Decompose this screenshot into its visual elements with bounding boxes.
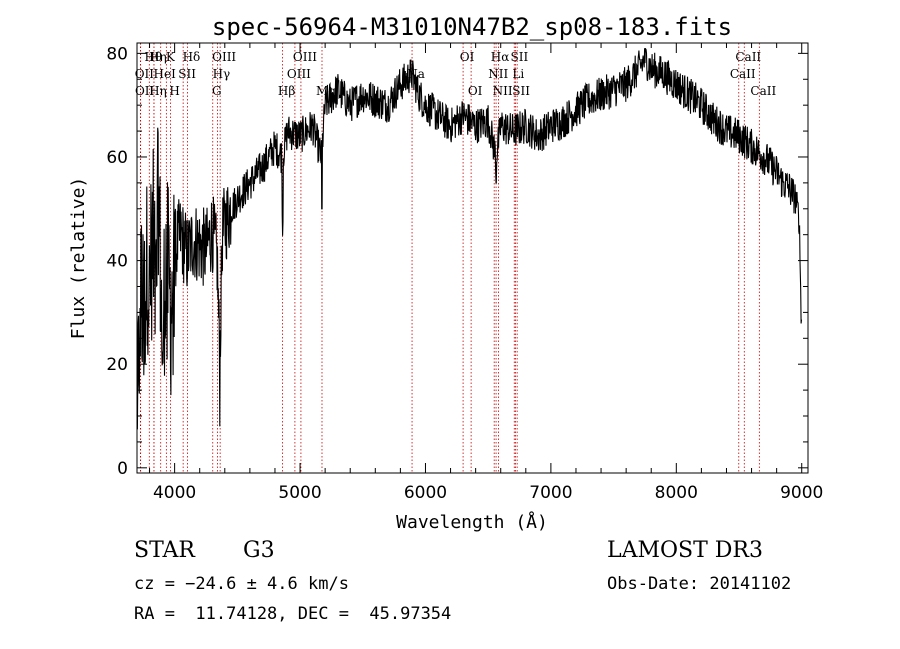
chart-title: spec-56964-M31010N47B2_sp08-183.fits <box>212 13 732 41</box>
line-marker-label: G <box>212 84 222 98</box>
line-marker-label: H <box>169 84 179 98</box>
survey-label: LAMOST DR3 <box>607 538 763 563</box>
line-marker-label: OII <box>135 84 155 98</box>
line-marker-label: OII <box>135 67 155 81</box>
line-marker-label: HeI <box>154 67 177 81</box>
object-subclass: G3 <box>243 538 275 563</box>
line-marker-label: OI <box>460 50 475 64</box>
y-tick-label: 40 <box>106 252 128 272</box>
x-tick-label: 4000 <box>153 483 196 503</box>
spectrum-line <box>136 47 803 430</box>
y-tick-label: 60 <box>106 148 128 168</box>
line-marker-label: Hβ <box>278 84 295 98</box>
line-marker-label: SII <box>511 50 529 64</box>
x-tick-label: 6000 <box>404 483 447 503</box>
line-marker-label: K <box>166 50 176 64</box>
coordinates-text: RA = 11.74128, DEC = 45.97354 <box>134 604 452 624</box>
line-marker-label: SII <box>512 84 530 98</box>
x-axis: 4000 5000 6000 7000 8000 9000 <box>149 43 823 503</box>
y-tick-label: 20 <box>106 355 128 375</box>
x-tick-label: 9000 <box>780 483 823 503</box>
y-axis: 0 20 40 60 80 <box>106 44 808 479</box>
line-marker-label: CaII <box>730 67 756 81</box>
y-tick-label: 0 <box>117 459 128 479</box>
line-marker-label: OIII <box>212 50 236 64</box>
line-marker-label: CaII <box>750 84 776 98</box>
line-marker-label: CaII <box>735 50 761 64</box>
y-axis-label: Flux (relative) <box>68 177 89 340</box>
line-marker-label: OIII <box>287 67 311 81</box>
x-tick-label: 7000 <box>529 483 572 503</box>
line-marker-label: Hγ <box>213 67 231 81</box>
obs-date-text: Obs-Date: 20141102 <box>607 574 792 594</box>
line-marker-label: Hη <box>149 50 167 64</box>
line-marker-label: Hδ <box>183 50 201 64</box>
line-marker-label: OI <box>468 84 483 98</box>
line-marker-label: Hθ <box>144 50 162 64</box>
line-marker-label: Li <box>512 67 524 81</box>
x-axis-label: Wavelength (Å) <box>396 511 548 533</box>
line-marker-label: NII <box>493 84 513 98</box>
object-class: STAR <box>134 538 195 563</box>
line-marker-label: OIII <box>293 50 317 64</box>
emission-line-markers <box>139 43 760 473</box>
y-tick-label: 80 <box>106 44 128 64</box>
line-marker-label: NII <box>488 67 508 81</box>
x-tick-label: 5000 <box>278 483 321 503</box>
x-tick-label: 8000 <box>655 483 698 503</box>
line-marker-label: Hη <box>149 84 167 98</box>
redshift-text: cz = −24.6 ± 4.6 km/s <box>134 574 349 594</box>
line-marker-label: SII <box>178 67 196 81</box>
line-marker-label: Hα <box>491 50 510 64</box>
plot-frame <box>136 42 809 474</box>
